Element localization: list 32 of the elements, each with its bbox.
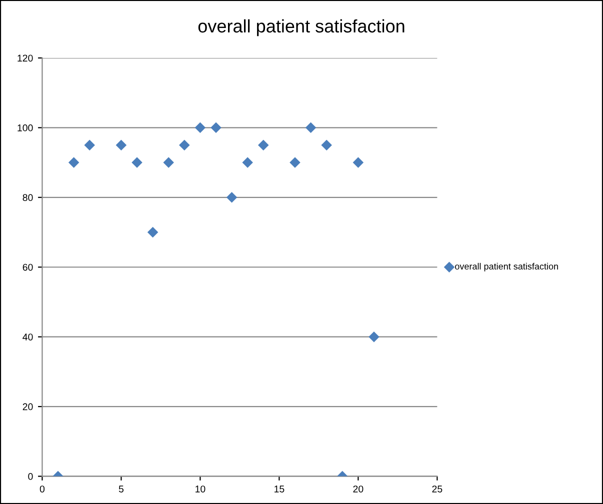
point <box>226 192 238 203</box>
point <box>84 140 95 150</box>
point <box>163 157 174 168</box>
x-tick-label: 25 <box>432 486 442 492</box>
point <box>290 157 300 168</box>
y-tick-label: 60 <box>22 264 33 271</box>
x-tick-label: 0 <box>40 486 45 492</box>
y-tick-label: 120 <box>18 54 33 62</box>
point <box>68 157 80 168</box>
chart-title: overall patient satisfaction <box>198 19 404 36</box>
legend-label: overall patient satisfaction <box>455 262 558 272</box>
point <box>258 140 269 150</box>
x-tick-label: 5 <box>118 486 124 492</box>
x-tick-label: 15 <box>274 486 284 492</box>
point <box>321 140 332 150</box>
point <box>116 140 127 150</box>
point <box>210 122 222 134</box>
y-tick-label: 0 <box>28 473 33 480</box>
point <box>305 122 316 134</box>
point <box>194 122 206 134</box>
point <box>368 331 380 342</box>
point <box>179 140 190 150</box>
point <box>242 157 253 168</box>
point <box>352 157 364 168</box>
y-tick-label: 40 <box>22 334 33 340</box>
point <box>132 157 142 168</box>
x-tick-label: 10 <box>196 486 206 492</box>
y-tick-label: 20 <box>22 403 33 410</box>
point <box>147 226 158 238</box>
y-tick-label: 80 <box>22 194 33 202</box>
x-tick-label: 20 <box>353 486 364 492</box>
y-tick-label: 100 <box>18 124 33 132</box>
